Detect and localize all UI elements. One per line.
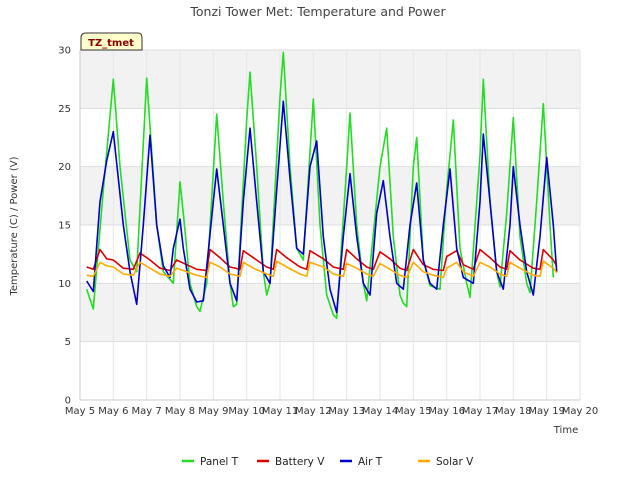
x-tick-label: May 5 xyxy=(65,406,95,417)
series-line-air-t xyxy=(86,100,558,314)
legend-label-air-t: Air T xyxy=(358,456,383,468)
x-tick-label: May 11 xyxy=(262,406,299,417)
band-5-10 xyxy=(80,283,580,342)
y-tick-label: 10 xyxy=(58,279,71,290)
plot-background-bands xyxy=(80,50,580,400)
x-tick-label: May 10 xyxy=(228,406,265,417)
legend-label-panel-t: Panel T xyxy=(200,456,239,468)
series-line-panel-t xyxy=(85,51,555,320)
series-lines xyxy=(85,51,558,320)
x-tick-label: May 12 xyxy=(295,406,332,417)
y-tick-label: 25 xyxy=(58,104,71,115)
legend-label-battery-v: Battery V xyxy=(275,456,325,468)
y-tick-label: 15 xyxy=(58,221,71,232)
x-tick-label: May 20 xyxy=(562,406,599,417)
x-tick-label: May 6 xyxy=(98,406,128,417)
x-tick-label: May 9 xyxy=(198,406,228,417)
x-tick-label: May 17 xyxy=(462,406,499,417)
x-tick-label: May 15 xyxy=(395,406,432,417)
x-tick-label: May 7 xyxy=(132,406,162,417)
x-tick-label: May 8 xyxy=(165,406,195,417)
chart-title: Tonzi Tower Met: Temperature and Power xyxy=(189,4,446,19)
band-20-25 xyxy=(80,108,580,167)
y-tick-label: 30 xyxy=(58,46,71,57)
band-15-20 xyxy=(80,166,580,225)
legend: Panel T Battery V Air T Solar V xyxy=(182,456,474,468)
legend-label-solar-v: Solar V xyxy=(436,456,474,468)
x-tick-label: May 18 xyxy=(495,406,532,417)
site-tag: TZ_tmet xyxy=(80,32,143,51)
x-tick-label: May 19 xyxy=(528,406,565,417)
band-0-5 xyxy=(80,341,580,400)
x-tick-label: May 13 xyxy=(328,406,365,417)
site-tag-label: TZ_tmet xyxy=(88,38,134,49)
y-axis-label: Temperature (C) / Power (V) xyxy=(9,156,20,296)
y-tick-label: 20 xyxy=(58,162,71,173)
series-line-solar-v xyxy=(86,260,558,279)
x-axis-label: Time xyxy=(553,425,578,436)
y-tick-labels: 0 5 10 15 20 25 30 xyxy=(58,46,71,407)
y-tick-label: 5 xyxy=(65,337,71,348)
y-tick-label: 0 xyxy=(65,396,71,407)
x-tick-label: May 14 xyxy=(362,406,399,417)
x-tick-label: May 16 xyxy=(428,406,465,417)
band-25-30 xyxy=(80,50,580,109)
